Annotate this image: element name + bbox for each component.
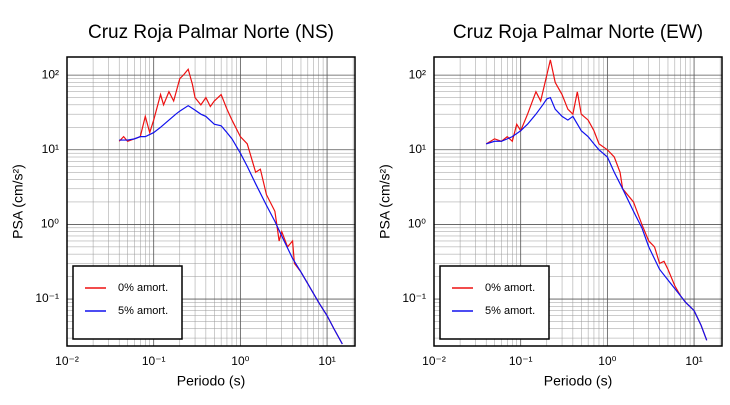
y-tick-label: 10⁰ — [41, 217, 59, 231]
y-axis-label: PSA (cm/s²) — [377, 164, 393, 239]
y-axis-label: PSA (cm/s²) — [10, 164, 26, 239]
x-tick-label: 10⁻¹ — [509, 354, 533, 368]
plot-frame — [433, 56, 723, 347]
y-tick-label: 10⁻¹ — [402, 291, 426, 305]
legend-label: 5% amort. — [118, 305, 168, 317]
series-line — [119, 104, 343, 345]
legend-label: 0% amort. — [485, 282, 535, 294]
y-tick-label: 10⁰ — [408, 217, 426, 231]
legend-box — [72, 265, 183, 340]
x-axis-label: Periodo (s) — [177, 373, 245, 389]
x-tick-label: 10¹ — [685, 354, 702, 368]
legend-box — [439, 265, 550, 340]
x-axis-label: Periodo (s) — [544, 373, 612, 389]
x-tick-label: 10⁻¹ — [142, 354, 166, 368]
x-tick-label: 10⁰ — [598, 354, 616, 368]
chart-title: Cruz Roja Palmar Norte (NS) — [88, 22, 334, 43]
x-tick-label: 10⁻² — [55, 354, 79, 368]
y-tick-label: 10¹ — [42, 142, 59, 156]
series-line — [118, 67, 343, 345]
x-tick-label: 10⁻² — [422, 354, 446, 368]
y-tick-label: 10² — [409, 67, 426, 81]
chart-title: Cruz Roja Palmar Norte (EW) — [453, 22, 703, 43]
y-tick-label: 10⁻¹ — [35, 291, 59, 305]
legend-label: 5% amort. — [485, 305, 535, 317]
series-line — [485, 59, 708, 341]
x-tick-label: 10¹ — [318, 354, 335, 368]
series-line — [486, 96, 708, 341]
y-tick-label: 10¹ — [409, 142, 426, 156]
legend-label: 0% amort. — [118, 282, 168, 294]
plot-frame — [66, 56, 356, 347]
y-tick-label: 10² — [42, 67, 59, 81]
x-tick-label: 10⁰ — [231, 354, 249, 368]
